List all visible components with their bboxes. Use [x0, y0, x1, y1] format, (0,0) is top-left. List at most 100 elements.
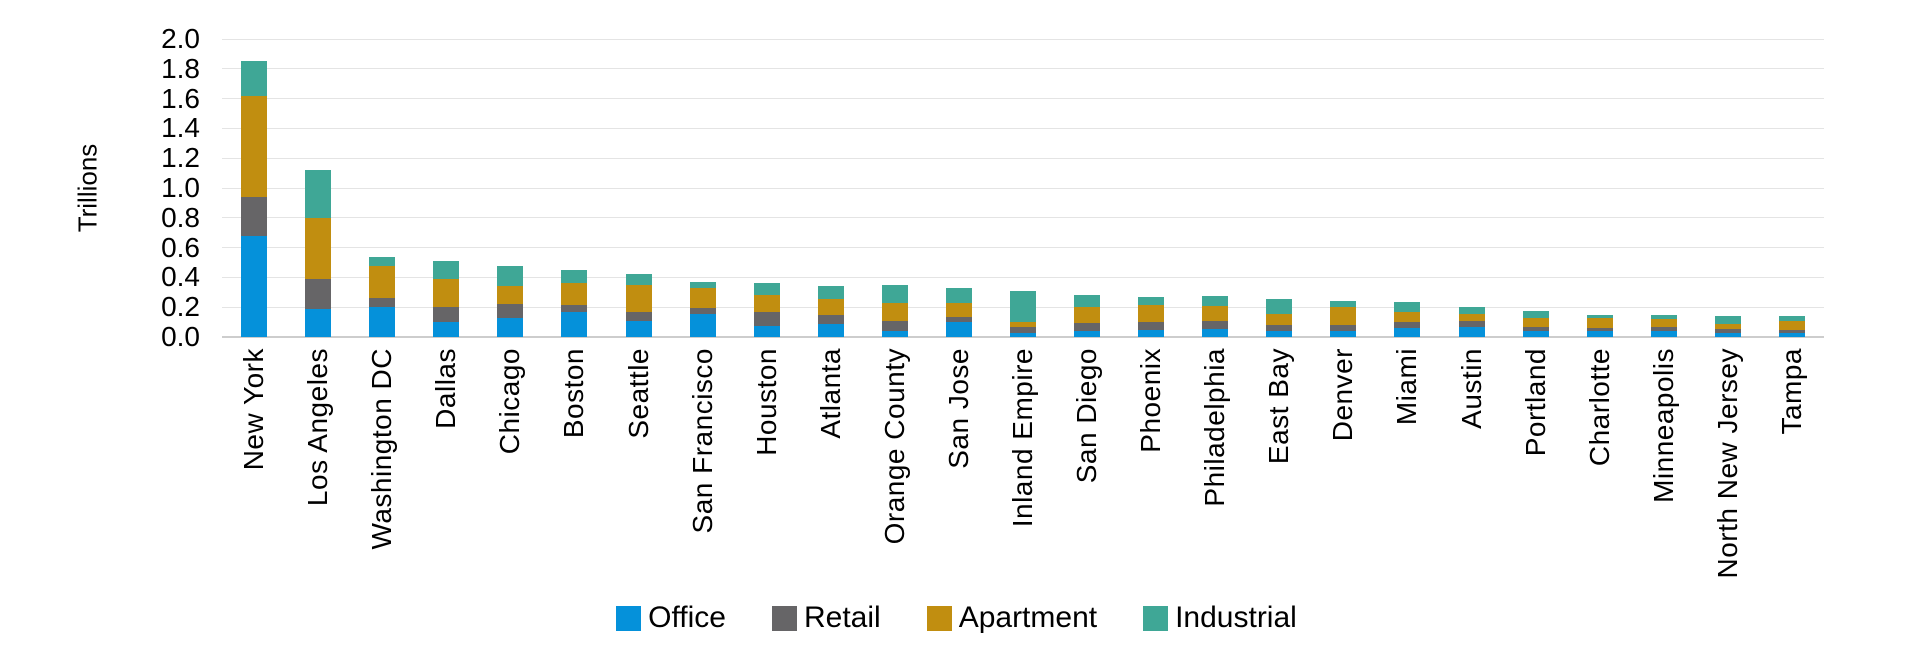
bar-tampa-industrial [1778, 316, 1805, 322]
bar-phoenix-retail [1138, 322, 1165, 330]
bar-austin-apartment [1458, 313, 1485, 322]
x-label-tampa: Tampa [1760, 348, 1824, 598]
bar-houston-office [753, 325, 780, 337]
x-label-san-jose: San Jose [927, 348, 991, 598]
legend: Office Retail Apartment Industrial [0, 598, 1913, 638]
x-axis-labels: New York Los Angeles Washington DC Dallas Ch… [222, 348, 1824, 598]
bar-new-york-office [241, 235, 268, 337]
legend-label: Retail [803, 601, 881, 634]
legend-item-apartment: Apartment [926, 603, 1097, 633]
bar-san-jose-apartment [945, 303, 972, 317]
x-label-washington-dc: Washington DC [350, 348, 414, 598]
x-label-san-francisco: San Francisco [671, 348, 735, 598]
x-label-text: Austin [1455, 348, 1487, 429]
bar-inland-empire-industrial [1010, 290, 1036, 323]
x-label-text: Charlotte [1583, 348, 1615, 467]
bar-atlanta-retail [817, 315, 844, 325]
bar-portland-retail [1522, 327, 1549, 332]
bar-inland-empire-office [1010, 333, 1036, 337]
x-label-miami: Miami [1375, 348, 1439, 598]
x-label-charlotte: Charlotte [1568, 348, 1632, 598]
bar-charlotte-industrial [1586, 314, 1613, 319]
bar-tampa-retail [1778, 329, 1805, 334]
bar-austin-retail [1458, 321, 1485, 327]
legend-label: Office [648, 601, 726, 634]
bar-los-angeles-apartment [305, 217, 332, 279]
y-tick-label: 1.2 [161, 142, 200, 174]
bar-seattle-office [625, 320, 652, 337]
bar-minneapolis-apartment [1650, 319, 1677, 328]
x-label-denver: Denver [1311, 348, 1375, 598]
x-label-san-diego: San Diego [1055, 348, 1119, 598]
bar-san-diego-office [1074, 331, 1101, 337]
x-label-chicago: Chicago [478, 348, 542, 598]
x-label-text: Washington DC [366, 348, 398, 550]
y-tick-label: 1.8 [161, 52, 200, 84]
x-label-atlanta: Atlanta [799, 348, 863, 598]
gridline [222, 157, 1824, 159]
bar-charlotte-office [1586, 331, 1613, 337]
x-label-text: Atlanta [814, 348, 846, 439]
gridline [222, 98, 1824, 100]
bar-austin-industrial [1458, 307, 1485, 314]
bar-denver-industrial [1330, 301, 1357, 308]
y-tick-label: 0.0 [161, 321, 200, 352]
gridline [222, 127, 1824, 129]
bar-houston-retail [753, 311, 780, 326]
x-label-text: Denver [1327, 348, 1359, 442]
bar-austin-office [1458, 326, 1485, 337]
bar-new-york-apartment [241, 95, 268, 197]
y-tick-label: 0.6 [161, 231, 200, 263]
x-label-text: North New Jersey [1711, 348, 1743, 579]
bar-san-francisco-office [689, 313, 716, 337]
x-label-inland-empire: Inland Empire [991, 348, 1055, 598]
gridline [222, 276, 1824, 278]
bar-san-diego-apartment [1074, 307, 1101, 323]
x-label-text: Phoenix [1135, 348, 1167, 453]
legend-item-industrial: Industrial [1143, 603, 1297, 633]
bar-charlotte-retail [1586, 328, 1613, 332]
x-label-orange-county: Orange County [863, 348, 927, 598]
gridline [222, 68, 1824, 70]
bar-philadelphia-industrial [1202, 296, 1229, 307]
bar-north-new-jersey-apartment [1714, 323, 1741, 329]
x-label-east-bay: East Bay [1247, 348, 1311, 598]
x-label-text: Tampa [1775, 348, 1807, 435]
x-label-boston: Boston [542, 348, 606, 598]
bar-minneapolis-retail [1650, 327, 1677, 332]
bar-dallas-retail [433, 307, 460, 323]
bar-san-diego-retail [1074, 322, 1101, 332]
x-label-north-new-jersey: North New Jersey [1696, 348, 1760, 598]
bar-seattle-apartment [625, 284, 652, 312]
gridline [222, 247, 1824, 249]
bar-atlanta-industrial [817, 285, 844, 300]
legend-swatch-office [616, 605, 642, 631]
x-label-new-york: New York [222, 348, 286, 598]
bar-east-bay-office [1266, 331, 1293, 337]
gridline [222, 217, 1824, 219]
bar-atlanta-office [817, 324, 844, 337]
bar-orange-county-office [881, 331, 908, 337]
x-label-text: Seattle [622, 348, 654, 439]
x-label-text: Orange County [878, 348, 910, 545]
bar-portland-industrial [1522, 310, 1549, 318]
bar-boston-industrial [561, 269, 588, 284]
gridline [222, 38, 1824, 40]
bar-north-new-jersey-retail [1714, 328, 1741, 334]
x-label-text: San Diego [1071, 348, 1103, 484]
x-label-philadelphia: Philadelphia [1183, 348, 1247, 598]
x-label-dallas: Dallas [414, 348, 478, 598]
plot-area [222, 38, 1824, 338]
bar-east-bay-industrial [1266, 299, 1293, 314]
bar-phoenix-industrial [1138, 296, 1165, 305]
bar-philadelphia-apartment [1202, 306, 1229, 321]
bar-orange-county-retail [881, 321, 908, 332]
bar-seattle-industrial [625, 273, 652, 285]
x-label-text: Miami [1391, 348, 1423, 426]
bar-san-jose-industrial [945, 287, 972, 304]
legend-swatch-industrial [1143, 605, 1169, 631]
x-label-text: East Bay [1263, 348, 1295, 465]
bar-boston-retail [561, 304, 588, 312]
bar-washington-dc-retail [369, 297, 396, 308]
